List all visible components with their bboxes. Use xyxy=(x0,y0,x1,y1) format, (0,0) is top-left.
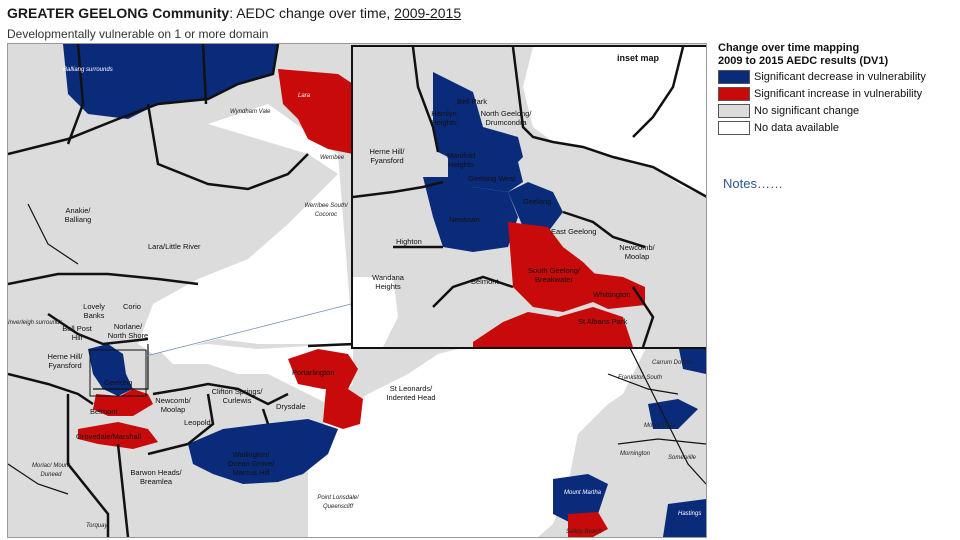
inset-label-st-albans: St Albans Park xyxy=(578,317,628,326)
legend-label: Significant increase in vulnerability xyxy=(754,87,923,100)
map-label-carrum-downs: Carrum Downs xyxy=(652,360,693,366)
map-label-lovely-banks: Lovely Banks xyxy=(83,302,105,320)
legend-items: Significant decrease in vulnerability Sig… xyxy=(718,68,958,136)
inset-label-herne-hill: Herne Hill/ Fyansford xyxy=(369,147,405,165)
legend-item: No data available xyxy=(718,119,958,136)
legend-label: No significant change xyxy=(754,104,860,117)
map-label-geelong: Geelong xyxy=(104,378,133,387)
inset-map-svg xyxy=(353,47,706,347)
legend-title-line1: Change over time mapping xyxy=(718,42,860,54)
legend-swatch xyxy=(718,69,750,84)
inset-label-wandana: Wandana Heights xyxy=(372,273,404,291)
map-label-hastings: Hastings xyxy=(678,511,702,517)
inset-label-highton: Highton xyxy=(396,237,422,246)
inset-label-south-geelong: South Geelong/ Breakwater xyxy=(527,266,581,284)
inset-label-bell-park: Bell Park xyxy=(457,97,488,106)
notes-text: Notes…… xyxy=(723,176,783,191)
inset-label-geelong: Geelong xyxy=(523,197,552,206)
map-label-bell-post-hill: Bell Post Hill xyxy=(62,324,92,342)
inset-title: inset map xyxy=(616,53,659,63)
inset-label-hamlyn: Hamlyn Heights xyxy=(431,109,457,127)
legend-label: Significant decrease in vulnerability xyxy=(754,70,926,83)
map-label-drysdale: Drysdale xyxy=(276,402,306,411)
legend-swatch xyxy=(718,103,750,118)
legend-swatch xyxy=(718,86,750,101)
legend-item: No significant change xyxy=(718,102,958,119)
map-label-frankston: Frankston South xyxy=(618,375,663,381)
map-label-grovedale: Grovedale/Marshall xyxy=(76,432,142,441)
map-label-balliang: Balliang surrounds xyxy=(63,67,113,73)
legend-item: Significant increase in vulnerability xyxy=(718,85,958,102)
map-label-safety-beach: Safety Beach xyxy=(566,529,602,535)
map-label-mornington: Mornington xyxy=(620,451,651,457)
map-label-barwon-heads: Barwon Heads/ Breamlea xyxy=(130,468,182,486)
map-label-point-lonsdale: Point Lonsdale/ Queenscliff xyxy=(317,495,359,510)
map-label-inverleigh: Inverleigh surrounds xyxy=(8,320,63,326)
inset-label-whittington: Whittington xyxy=(593,290,631,299)
map-label-portarlington: Portarlington xyxy=(292,368,335,377)
legend-swatch xyxy=(718,120,750,135)
map-label-newcomb: Newcomb/ Moolap xyxy=(155,396,191,414)
map-label-wallington: Wallington/ Ocean Grove/ Marcus Hill xyxy=(227,450,275,477)
map-label-st-leonards: St Leonards/ Indented Head xyxy=(386,384,436,402)
main-map: Balliang surrounds Lara Wyndham Vale Wer… xyxy=(7,43,707,538)
map-label-wyndham: Wyndham Vale xyxy=(230,109,271,115)
inset-label-geelong-west: Geelong West xyxy=(468,174,516,183)
inset-label-belmont: Belmont xyxy=(471,277,499,286)
map-label-lara-top: Lara xyxy=(298,93,311,99)
inset-label-manifold: Manifold Heights xyxy=(446,151,476,169)
map-label-mount-eliza: Mount Eliza xyxy=(644,423,676,429)
map-label-norlane: Norlane/ North Shore xyxy=(107,322,149,340)
map-label-somerville: Somerville xyxy=(668,455,697,461)
map-label-torquay: Torquay xyxy=(86,523,108,529)
map-label-werribee: Werribee xyxy=(320,155,345,161)
map-label-herne-hill: Herne Hill/ Fyansford xyxy=(47,352,83,370)
map-label-lara-little-river: Lara/Little River xyxy=(148,242,201,251)
map-label-corio: Corio xyxy=(123,302,141,311)
inset-label-newtown: Newtown xyxy=(449,215,480,224)
map-label-belmont: Belmont xyxy=(90,407,118,416)
page-subtitle: Developmentally vulnerable on 1 or more … xyxy=(7,27,269,41)
map-label-moriac: Moriac/ Mount Duneed xyxy=(31,463,70,478)
map-label-leopold: Leopold xyxy=(184,418,211,427)
inset-label-east-geelong: East Geelong xyxy=(551,227,597,236)
legend-item: Significant decrease in vulnerability xyxy=(718,68,958,85)
legend: Change over time mapping 2009 to 2015 AE… xyxy=(718,42,958,136)
map-label-clifton: Clifton Springs/ Curlewis xyxy=(211,387,263,405)
page-title: GREATER GEELONG Community: AEDC change o… xyxy=(7,5,462,21)
legend-title-line2: 2009 to 2015 AEDC results (DV1) xyxy=(718,55,889,67)
map-label-anakie: Anakie/ Balliang xyxy=(64,206,92,224)
inset-map: inset map Hamlyn Heights Bell Park North… xyxy=(351,45,706,349)
legend-label: No data available xyxy=(754,121,840,134)
map-label-mount-martha: Mount Martha xyxy=(564,490,602,496)
inset-label-newcomb: Newcomb/ Moolap xyxy=(619,243,655,261)
map-label-werribee-south: Werribee South/ Cocoroc xyxy=(304,203,348,218)
inset-label-north-geelong: North Geelong/ Drumcondra xyxy=(480,109,532,127)
